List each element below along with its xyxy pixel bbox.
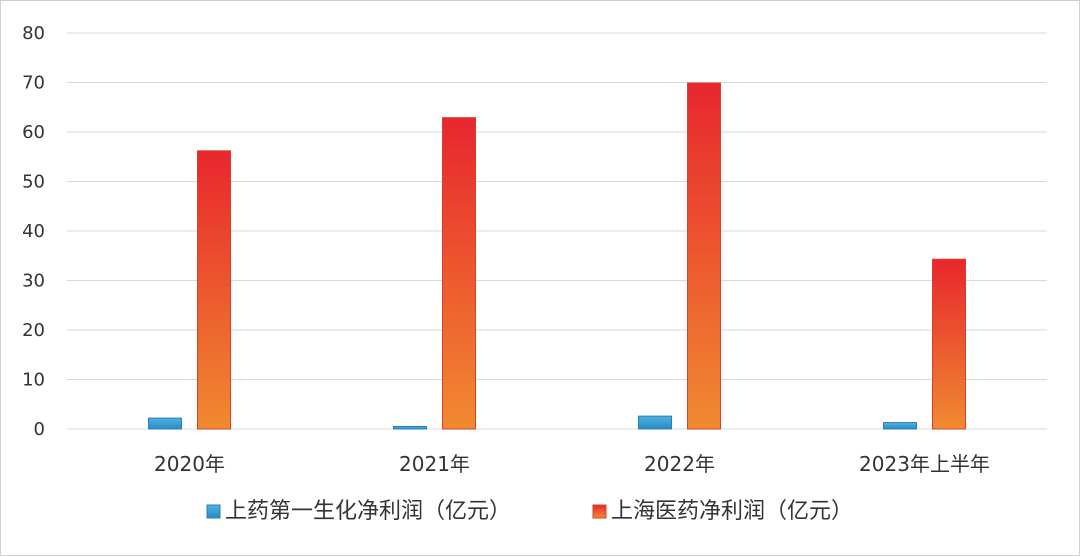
x-category-label: 2022年 — [644, 452, 715, 476]
y-axis-ticks: 0 10 20 30 40 50 60 70 80 — [22, 23, 45, 440]
x-category-label: 2023年上半年 — [859, 452, 990, 476]
y-tick-label: 10 — [22, 370, 45, 391]
bar-shanghai-pharma-1 — [442, 117, 476, 430]
y-tick-label: 40 — [22, 221, 45, 242]
y-tick-label: 50 — [22, 172, 45, 193]
legend: 上药第一生化净利润（亿元） 上海医药净利润（亿元） — [206, 499, 853, 524]
y-tick-label: 80 — [22, 23, 45, 44]
bar-shanghai-pharma-3 — [932, 258, 966, 430]
y-tick-label: 30 — [22, 271, 45, 292]
bar-first-biochem-2 — [638, 415, 672, 430]
legend-swatch — [592, 504, 607, 519]
y-tick-label: 60 — [22, 122, 45, 143]
bar-shanghai-pharma-2 — [687, 82, 721, 430]
legend-label: 上药第一生化净利润（亿元） — [225, 499, 511, 524]
bar-first-biochem-1 — [393, 426, 427, 430]
y-tick-label: 0 — [34, 419, 45, 440]
legend-swatch — [206, 504, 221, 519]
bars — [148, 82, 966, 430]
legend-label: 上海医药净利润（亿元） — [611, 499, 853, 524]
bar-shanghai-pharma-0 — [197, 150, 231, 430]
x-category-label: 2021年 — [399, 452, 470, 476]
bar-first-biochem-0 — [148, 417, 182, 430]
y-tick-label: 20 — [22, 320, 45, 341]
x-category-label: 2020年 — [154, 452, 225, 476]
bar-first-biochem-3 — [883, 422, 917, 430]
y-tick-label: 70 — [22, 73, 45, 94]
x-axis-labels: 2020年 2021年 2022年 2023年上半年 — [154, 452, 990, 476]
